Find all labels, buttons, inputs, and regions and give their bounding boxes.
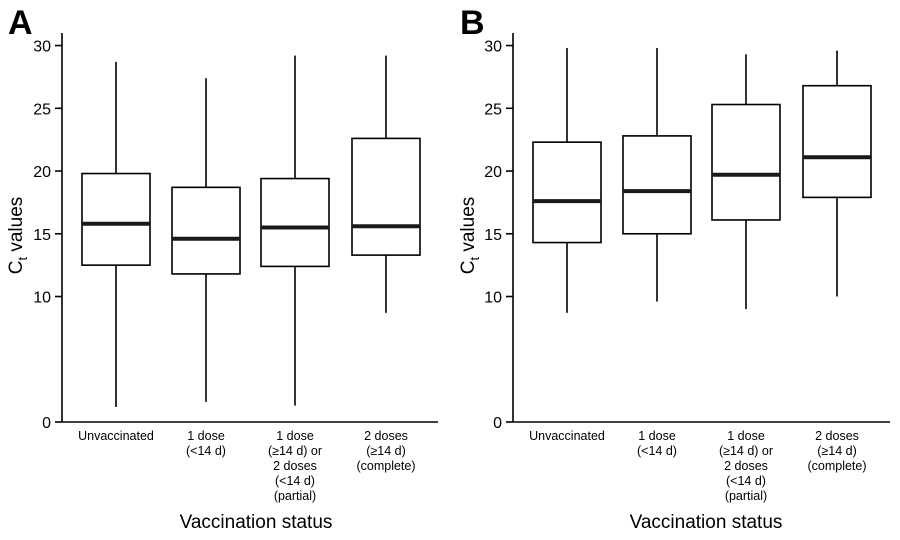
panel-a-category-label-1: Unvaccinated xyxy=(78,429,154,443)
panel-a-x-axis-title: Vaccination status xyxy=(180,512,333,533)
panel-b-letter: B xyxy=(460,4,485,42)
panel-b: B 0 10 15 20 25 30 Ct values Unvaccinated 1 dose(… xyxy=(458,4,890,533)
panel-a-box-2 xyxy=(171,78,241,402)
panel-b-category-label-3: 1 dose (≥14 d) or 2 doses (<14 d) (partial) xyxy=(719,429,773,503)
panel-a: A 0 10 15 20 25 30 Ct values Unvaccinated 1 dose(… xyxy=(6,4,438,533)
panel-b-y-tick-label: 25 xyxy=(484,101,502,118)
panel-a-category-label-4: 2 doses (≥14 d) (complete) xyxy=(356,429,415,473)
panel-b-y-tick-label: 30 xyxy=(484,39,502,56)
panel-b-y-axis-title: Ct values xyxy=(458,197,482,275)
iqr-box xyxy=(622,135,692,235)
panel-b-y-tick-label: 20 xyxy=(484,164,502,181)
iqr-box xyxy=(81,172,151,266)
iqr-box xyxy=(802,84,872,199)
iqr-box xyxy=(260,177,330,268)
panel-a-box-3 xyxy=(260,55,330,406)
panel-a-y-tick-label: 30 xyxy=(33,39,51,56)
panel-b-y-tick-label: 10 xyxy=(484,290,502,307)
panel-b-y-tick-label: 15 xyxy=(484,227,502,244)
panel-b-box-1 xyxy=(532,48,602,313)
panel-b-box-3 xyxy=(711,54,781,310)
panel-b-category-label-1: Unvaccinated xyxy=(529,429,605,443)
panel-b-category-label-2: 1 dose (<14 d) xyxy=(637,429,677,458)
panel-a-y-tick-label: 15 xyxy=(33,227,51,244)
iqr-box xyxy=(171,186,241,275)
iqr-box xyxy=(532,141,602,244)
panel-a-box-4 xyxy=(351,55,421,313)
panel-a-box-1 xyxy=(81,61,151,407)
panel-a-y-tick-label: 25 xyxy=(33,101,51,118)
panel-b-category-label-4: 2 doses (≥14 d) (complete) xyxy=(807,429,866,473)
panel-a-y-axis-title: Ct values xyxy=(6,197,30,275)
panel-b-x-axis-title: Vaccination status xyxy=(630,512,783,533)
panel-b-box-2 xyxy=(622,48,692,302)
panel-a-y-tick-label: 20 xyxy=(33,164,51,181)
panel-a-y-tick-label: 10 xyxy=(33,290,51,307)
panel-a-category-label-3: 1 dose (≥14 d) or 2 doses (<14 d) (partial) xyxy=(268,429,322,503)
panel-a-category-label-2: 1 dose (<14 d) xyxy=(186,429,226,458)
iqr-box xyxy=(711,103,781,221)
panel-b-y-tick-label: 0 xyxy=(493,415,502,432)
panel-a-letter: A xyxy=(8,4,33,42)
panel-a-y-tick-label: 0 xyxy=(42,415,51,432)
panel-b-box-4 xyxy=(802,50,872,297)
iqr-box xyxy=(351,137,421,256)
